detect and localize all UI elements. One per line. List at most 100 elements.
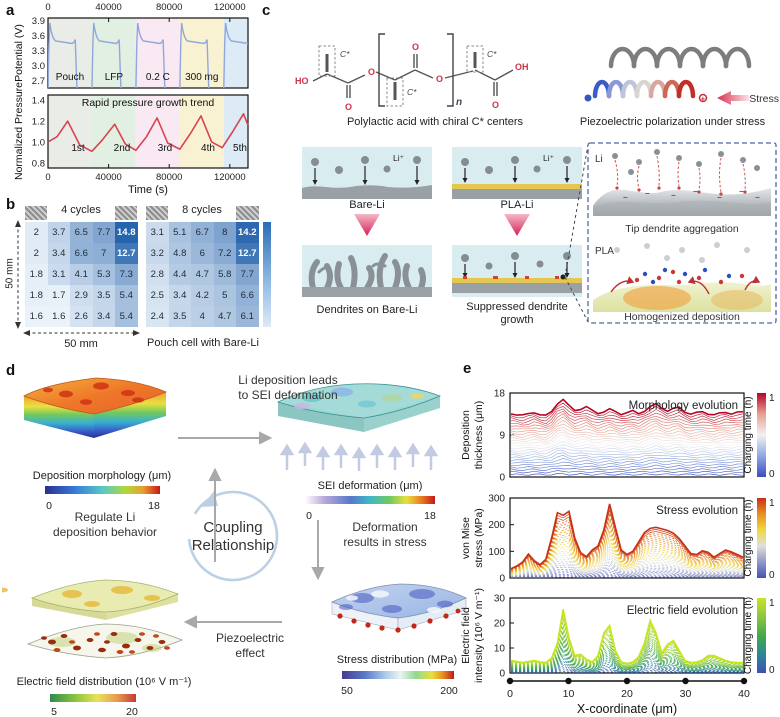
svg-text:1.2: 1.2 [32, 117, 45, 128]
pla-li-caption: PLA-Li [500, 199, 534, 211]
o-label: O [368, 67, 375, 77]
o-label: O [345, 102, 352, 112]
svg-text:2nd: 2nd [114, 143, 131, 154]
svg-text:−: − [671, 191, 676, 200]
heatmap-cell: 1.8 [25, 264, 48, 285]
svg-text:80000: 80000 [156, 172, 182, 183]
dendrites-box [302, 245, 432, 297]
svg-text:20: 20 [621, 688, 633, 700]
suppressed-caption-line1: Suppressed dendrite [466, 301, 568, 313]
svg-text:thickness (μm): thickness (μm) [473, 401, 485, 469]
mechanism-inset: − − − − − − − Li Tip dendrite aggregation [587, 142, 777, 324]
heatmap-cell: 2.4 [146, 306, 169, 327]
svg-text:1st: 1st [71, 143, 85, 154]
svg-text:3.9: 3.9 [32, 16, 45, 27]
svg-text:Electric field: Electric field [460, 607, 472, 664]
svg-text:0: 0 [45, 2, 50, 13]
svg-text:0: 0 [499, 574, 505, 585]
svg-text:0: 0 [499, 473, 505, 484]
piezo-springs: + Stress [584, 46, 779, 105]
svg-text:Time (s): Time (s) [128, 184, 168, 196]
svg-text:Rapid pressure growth trend: Rapid pressure growth trend [82, 97, 215, 109]
d-text-bottom-1: Piezoelectric [216, 631, 284, 645]
heatmap-cell: 7 [92, 243, 115, 264]
heatmap-cell: 3.4 [47, 243, 70, 264]
stress-label: Stress [749, 93, 779, 105]
heatmap-cell: 12.7 [236, 243, 259, 264]
panel-c-label: c [262, 2, 271, 19]
heatmap-left-title: 4 cycles [61, 204, 101, 216]
down-arrow-icon [354, 214, 380, 236]
heatmap-cell: 7.7 [236, 264, 259, 285]
sei-colorbar-max: 18 [424, 510, 436, 522]
stress-colorbar-label: Stress distribution (MPa) [337, 654, 457, 666]
heatmap-cell: 4 [191, 306, 214, 327]
svg-text:4th: 4th [201, 143, 215, 154]
svg-text:1: 1 [769, 598, 775, 609]
svg-text:80000: 80000 [156, 2, 182, 13]
svg-text:−: − [717, 193, 722, 202]
heatmap-height-label: 50 mm [4, 258, 16, 289]
panel-e-label: e [463, 360, 472, 377]
heatmap-cell: 7.7 [92, 222, 115, 243]
heatmap-cell: 3.5 [92, 285, 115, 306]
heatmap-cell: 3.4 [92, 306, 115, 327]
heatmap-cell: 2.8 [146, 264, 169, 285]
heatmap-cell: 4.7 [213, 306, 236, 327]
svg-text:intensity (10⁶ V m⁻¹): intensity (10⁶ V m⁻¹) [473, 588, 485, 683]
tip-dendrite-scene: − − − − − − − Li Tip dendrite aggregation [593, 149, 771, 235]
svg-text:3.6: 3.6 [32, 31, 45, 42]
panel-b-label: b [6, 196, 16, 213]
stress-colorbar-max: 200 [440, 685, 458, 697]
d-text-top-2: to SEI deformation [238, 388, 337, 402]
svg-text:Potential (V): Potential (V) [14, 24, 25, 82]
deposition-morphology-slab [23, 377, 168, 438]
o-label: O [492, 100, 499, 110]
svg-text:Morphology evolution: Morphology evolution [629, 400, 738, 412]
svg-text:5th: 5th [233, 143, 247, 154]
compressed-spring [592, 79, 696, 99]
heatmap-right-title: 8 cycles [182, 204, 222, 216]
structure-caption: Polylactic acid with chiral C* centers [346, 116, 524, 128]
heatmap-cell: 3.4 [168, 285, 191, 306]
svg-text:40000: 40000 [95, 2, 121, 13]
heatmap-cell: 1.6 [47, 306, 70, 327]
clamp-tab [146, 206, 168, 220]
d-text-bottom-2: effect [235, 646, 265, 660]
panel-b-dimension-arrows [15, 220, 140, 336]
efield-colorbar-max: 20 [126, 706, 138, 717]
efield-colorbar [50, 694, 136, 702]
homogenized-scene: PLA Homogenized deposition [593, 242, 771, 323]
clamp-tab [236, 206, 259, 220]
chiral-center-label: C* [340, 49, 350, 59]
heatmap-width-label: 50 mm [64, 338, 98, 350]
heatmap-cell: 12.7 [115, 243, 138, 264]
svg-text:0: 0 [499, 669, 505, 680]
heatmap-cell: 4.7 [191, 264, 214, 285]
deposition-schematics: Li⁺ [302, 144, 589, 323]
li-ion-label: Li⁺ [393, 153, 405, 163]
inset-li-label: Li [595, 154, 603, 165]
repeat-n-label: n [456, 97, 462, 108]
heatmap-cell: 2.9 [70, 285, 93, 306]
heatmap-cell: 2.5 [146, 285, 169, 306]
svg-text:1.4: 1.4 [32, 96, 45, 107]
heatmap-4cycles: 2 3.7 6.5 7.7 14.8 2 3.4 6.6 7 12.7 1.8 3.1 4.1 5.3 7.… [25, 222, 138, 327]
suppressed-caption-line2: growth [500, 314, 534, 326]
spring-caption: Piezoelectric polarization under stress [579, 116, 766, 128]
svg-text:1: 1 [769, 393, 775, 404]
svg-text:Normalized Pressure: Normalized Pressure [14, 82, 25, 180]
svg-text:Electric field evolution: Electric field evolution [627, 605, 738, 617]
heatmap-8cycles: 3.1 5.1 6.7 8 14.2 3.2 4.8 6 7.2 12.7 2.8 4.4 4.7 5.8… [146, 222, 259, 327]
svg-text:von Mise: von Mise [460, 517, 472, 559]
stress-arrow-icon [717, 91, 749, 105]
heatmap-cell: 4.2 [191, 285, 214, 306]
svg-text:0.8: 0.8 [32, 158, 45, 169]
clamp-tab [25, 206, 47, 220]
dendrites-caption: Dendrites on Bare-Li [316, 304, 418, 316]
svg-text:200: 200 [488, 520, 505, 531]
svg-text:0: 0 [507, 688, 513, 700]
svg-text:0: 0 [769, 570, 775, 581]
negative-charge-icon [584, 94, 592, 102]
